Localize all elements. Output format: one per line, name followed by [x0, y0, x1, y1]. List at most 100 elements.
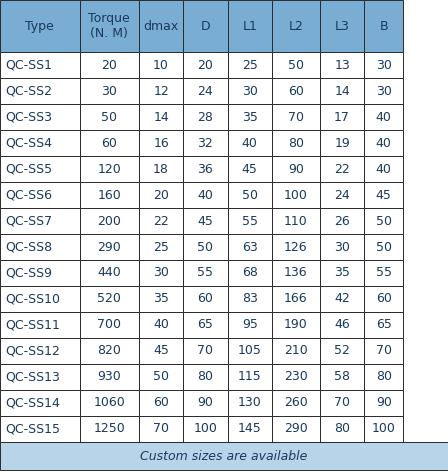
Bar [80, 416, 139, 442]
Bar [228, 338, 272, 364]
Bar [0, 442, 448, 470]
Bar [0, 260, 80, 286]
Bar [0, 52, 80, 78]
Bar [183, 156, 228, 182]
Text: 46: 46 [334, 319, 350, 331]
Bar [80, 52, 139, 78]
Text: 50: 50 [288, 58, 304, 72]
Text: 65: 65 [376, 319, 392, 331]
Bar [183, 52, 228, 78]
Bar [320, 234, 364, 260]
Text: 20: 20 [198, 58, 213, 72]
Bar [272, 286, 320, 312]
Text: 820: 820 [97, 345, 121, 357]
Text: 260: 260 [284, 396, 308, 410]
Text: QC-SS13: QC-SS13 [5, 371, 60, 383]
Text: 30: 30 [242, 84, 258, 98]
Bar [272, 52, 320, 78]
Text: QC-SS12: QC-SS12 [5, 345, 60, 357]
Bar [183, 130, 228, 156]
Text: 18: 18 [153, 163, 169, 175]
Bar [228, 260, 272, 286]
Bar [228, 0, 272, 52]
Text: 70: 70 [288, 110, 304, 124]
Bar [364, 338, 403, 364]
Bar [272, 260, 320, 286]
Bar [0, 0, 80, 52]
Text: 30: 30 [153, 266, 169, 280]
Bar [139, 260, 183, 286]
Bar [139, 390, 183, 416]
Text: QC-SS7: QC-SS7 [5, 215, 52, 228]
Bar [183, 0, 228, 52]
Bar [228, 52, 272, 78]
Bar [228, 156, 272, 182]
Text: 200: 200 [97, 215, 121, 228]
Bar [80, 234, 139, 260]
Text: 105: 105 [238, 345, 262, 357]
Text: 90: 90 [288, 163, 304, 175]
Text: 45: 45 [153, 345, 169, 357]
Text: QC-SS14: QC-SS14 [5, 396, 60, 410]
Bar [139, 364, 183, 390]
Bar [364, 182, 403, 208]
Bar [320, 52, 364, 78]
Bar [183, 390, 228, 416]
Bar [228, 104, 272, 130]
Text: 60: 60 [288, 84, 304, 98]
Bar [139, 130, 183, 156]
Bar [139, 312, 183, 338]
Text: L2: L2 [289, 19, 303, 33]
Text: 90: 90 [198, 396, 213, 410]
Text: 83: 83 [242, 292, 258, 306]
Bar [272, 234, 320, 260]
Bar [320, 78, 364, 104]
Bar [364, 78, 403, 104]
Text: 130: 130 [238, 396, 262, 410]
Bar [228, 234, 272, 260]
Text: 26: 26 [334, 215, 350, 228]
Text: 126: 126 [284, 240, 308, 254]
Text: L3: L3 [335, 19, 349, 33]
Text: 210: 210 [284, 345, 308, 357]
Text: 290: 290 [284, 422, 308, 436]
Bar [364, 130, 403, 156]
Bar [228, 78, 272, 104]
Text: 16: 16 [153, 137, 169, 149]
Text: 25: 25 [242, 58, 258, 72]
Bar [139, 78, 183, 104]
Bar [228, 286, 272, 312]
Bar [0, 390, 80, 416]
Text: 45: 45 [242, 163, 258, 175]
Text: 45: 45 [376, 189, 392, 201]
Bar [320, 416, 364, 442]
Text: QC-SS9: QC-SS9 [5, 266, 52, 280]
Text: 80: 80 [334, 422, 350, 436]
Text: 36: 36 [198, 163, 213, 175]
Bar [80, 364, 139, 390]
Text: 60: 60 [153, 396, 169, 410]
Text: 50: 50 [376, 215, 392, 228]
Bar [183, 182, 228, 208]
Text: 50: 50 [101, 110, 117, 124]
Bar [139, 416, 183, 442]
Text: 60: 60 [376, 292, 392, 306]
Bar [228, 390, 272, 416]
Text: 440: 440 [97, 266, 121, 280]
Bar [0, 130, 80, 156]
Bar [320, 130, 364, 156]
Bar [228, 208, 272, 234]
Bar [320, 260, 364, 286]
Bar [139, 286, 183, 312]
Text: QC-SS10: QC-SS10 [5, 292, 60, 306]
Text: 50: 50 [242, 189, 258, 201]
Bar [80, 286, 139, 312]
Text: 520: 520 [97, 292, 121, 306]
Text: 42: 42 [334, 292, 350, 306]
Text: 930: 930 [97, 371, 121, 383]
Bar [320, 364, 364, 390]
Text: 100: 100 [284, 189, 308, 201]
Text: 120: 120 [97, 163, 121, 175]
Text: 70: 70 [334, 396, 350, 410]
Text: 30: 30 [334, 240, 350, 254]
